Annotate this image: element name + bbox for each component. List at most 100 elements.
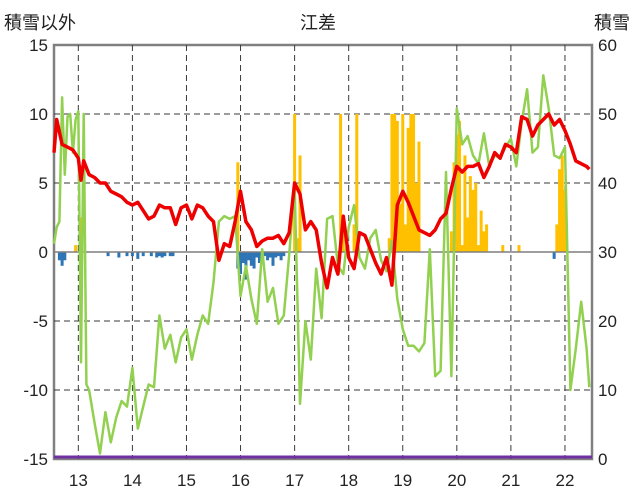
precip-bar <box>106 252 110 257</box>
right-tick-label: 60 <box>598 36 617 55</box>
left-tick-label: -15 <box>23 450 48 469</box>
snow-bar <box>339 114 343 252</box>
precip-bar <box>130 252 134 257</box>
x-tick-label: 21 <box>501 471 520 490</box>
snow-bar <box>460 245 464 252</box>
snow-bar <box>414 183 418 252</box>
snow-bar <box>560 155 564 252</box>
right-axis-ticks: 60 50 40 30 20 10 0 <box>598 36 617 469</box>
snow-bar <box>466 217 470 252</box>
snow-bar <box>479 210 483 252</box>
precip-bar <box>276 252 280 257</box>
precip-bar <box>141 252 145 257</box>
precip-bar <box>157 252 161 257</box>
snow-bar <box>463 155 467 252</box>
x-tick-label: 20 <box>447 471 466 490</box>
snow-bar <box>563 189 567 252</box>
snow-bar <box>352 224 356 252</box>
precip-bar <box>271 252 275 266</box>
x-tick-label: 18 <box>339 471 358 490</box>
precip-bar <box>168 252 172 257</box>
snow-bar <box>74 245 78 252</box>
precip-bar <box>252 252 256 269</box>
snow-bar <box>393 114 397 252</box>
precip-bar <box>282 252 286 257</box>
snow-bar <box>417 141 421 252</box>
snow-bar <box>412 114 416 252</box>
right-tick-label: 30 <box>598 243 617 262</box>
snow-bar <box>401 114 405 252</box>
snow-bar <box>474 183 478 252</box>
snow-bar <box>517 245 521 252</box>
x-tick-label: 22 <box>556 471 575 490</box>
snow-bar <box>485 224 489 252</box>
left-tick-label: -5 <box>33 312 48 331</box>
right-tick-label: 10 <box>598 381 617 400</box>
precip-bar <box>136 252 140 259</box>
x-axis-ticks: 13 14 15 16 17 18 19 20 21 22 <box>69 471 575 490</box>
snow-bar <box>476 245 480 252</box>
right-tick-label: 0 <box>598 450 607 469</box>
snow-bar <box>355 114 359 252</box>
temperature-anomaly-line <box>52 112 591 290</box>
x-tick-label: 17 <box>285 471 304 490</box>
precip-bar <box>274 252 278 258</box>
snow-bar <box>406 127 410 252</box>
precip-bar <box>268 252 272 258</box>
vertical-gridlines <box>77 45 566 459</box>
left-axis-ticks: 15 10 5 0 -5 -10 -15 <box>23 36 48 469</box>
precip-bar <box>255 252 259 258</box>
x-tick-label: 13 <box>69 471 88 490</box>
precip-bar <box>249 252 253 266</box>
precip-bar <box>247 252 251 261</box>
left-tick-label: 5 <box>39 174 48 193</box>
precip-bar <box>241 252 245 264</box>
snow-bar <box>455 134 459 252</box>
precip-bar <box>117 252 121 258</box>
precip-bar <box>57 252 61 261</box>
right-tick-label: 50 <box>598 105 617 124</box>
precip-bar <box>163 252 167 257</box>
precip-bar <box>149 252 153 257</box>
snow-bar <box>395 120 399 253</box>
precip-bar <box>125 252 129 257</box>
snow-bar <box>409 114 413 252</box>
precip-bar <box>239 252 243 275</box>
precip-bar <box>60 252 64 266</box>
precip-bar <box>257 252 261 264</box>
left-tick-label: 0 <box>39 243 48 262</box>
precip-bar <box>63 252 67 261</box>
snow-bar <box>79 217 83 252</box>
left-tick-label: 15 <box>29 36 48 55</box>
snow-bar <box>558 169 562 252</box>
left-axis-label: 積雪以外 <box>4 13 76 34</box>
left-tick-label: -10 <box>23 381 48 400</box>
precip-bar <box>266 252 270 261</box>
snow-bar <box>403 224 407 252</box>
temperature-anomaly-group <box>52 112 591 290</box>
precip-bar <box>279 252 283 261</box>
right-tick-label: 20 <box>598 312 617 331</box>
snow-bar <box>501 245 505 252</box>
snow-bar <box>482 231 486 252</box>
snow-bar <box>398 203 402 252</box>
snow-bar <box>458 120 462 253</box>
x-tick-label: 19 <box>393 471 412 490</box>
snow-bar <box>449 231 453 252</box>
left-tick-label: 10 <box>29 105 48 124</box>
precip-bar <box>155 252 159 258</box>
right-axis-label: 積雪 <box>594 13 630 34</box>
precip-bar <box>263 252 267 257</box>
snow-bar <box>468 176 472 252</box>
snow-bar <box>471 189 475 252</box>
right-tick-label: 40 <box>598 174 617 193</box>
x-tick-label: 15 <box>177 471 196 490</box>
snow-bar <box>387 238 391 252</box>
chart-title: 江差 <box>300 13 336 34</box>
snow-bar <box>555 224 559 252</box>
precip-bar <box>160 252 164 258</box>
precip-bar <box>171 252 175 257</box>
x-tick-label: 14 <box>123 471 142 490</box>
snow-bar <box>390 114 394 252</box>
